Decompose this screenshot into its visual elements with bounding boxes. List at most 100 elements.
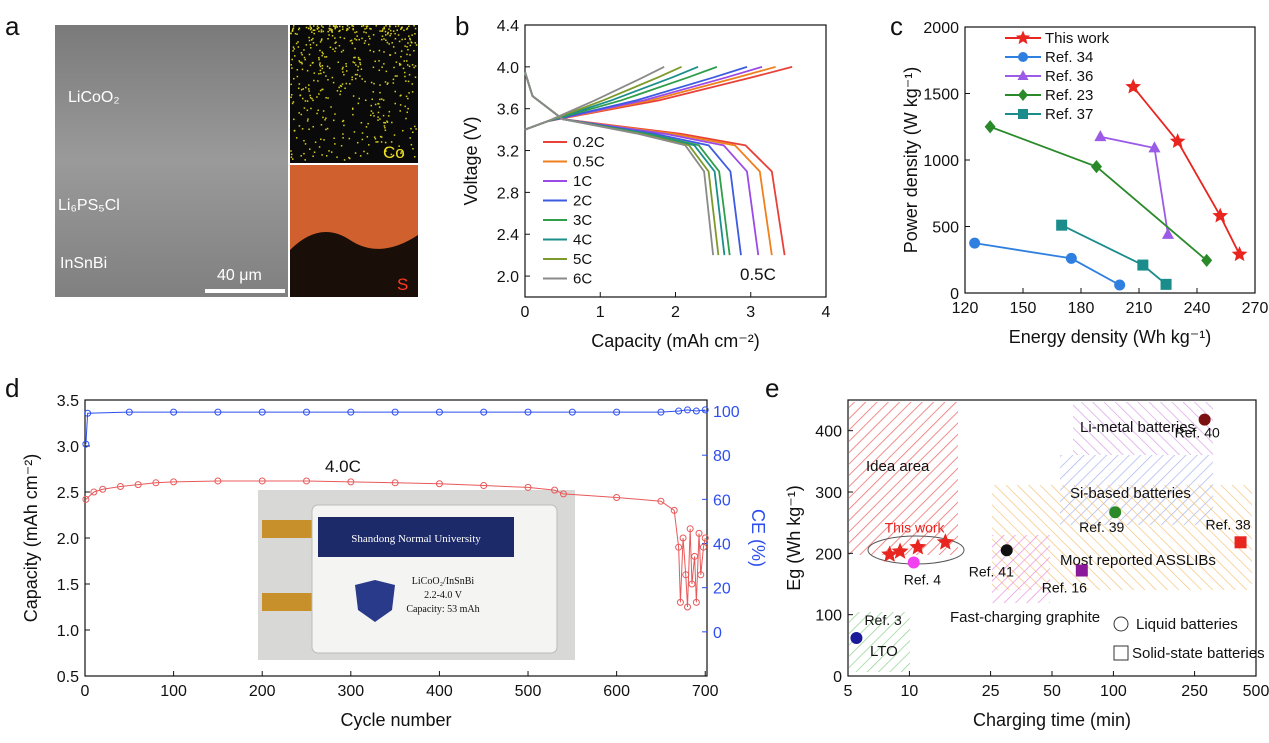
co-dot (319, 89, 322, 92)
co-dot (324, 56, 326, 58)
co-dot (383, 121, 385, 124)
co-dot (292, 27, 295, 29)
co-dot (365, 27, 368, 29)
co-dot (404, 71, 406, 74)
marker (697, 571, 705, 579)
co-dot (335, 41, 337, 44)
co-dot (334, 42, 336, 44)
co-dot (383, 51, 385, 53)
co-dot (291, 67, 293, 69)
co-dot (409, 44, 412, 47)
co-dot (304, 58, 306, 61)
co-dot (312, 155, 314, 158)
co-dot (321, 88, 323, 91)
co-dot (303, 139, 305, 142)
co-dot (331, 31, 333, 33)
y-tick-label: 4.0 (497, 60, 519, 77)
region-label: Si-based batteries (1070, 485, 1191, 502)
x-tick-label: 50 (1043, 683, 1061, 700)
y-tick-label: 0 (950, 286, 959, 303)
co-dot (407, 107, 409, 110)
marker (613, 408, 621, 416)
co-dot (292, 50, 294, 52)
co-dot (349, 83, 351, 85)
co-dot (400, 152, 402, 155)
marker (134, 481, 142, 489)
co-dot (372, 66, 375, 69)
co-dot (399, 63, 402, 66)
marker (347, 408, 355, 416)
co-dot (363, 31, 365, 33)
co-dot (304, 143, 307, 145)
co-dot (354, 73, 357, 76)
marker (969, 237, 981, 249)
co-dot (377, 119, 379, 121)
annotation: 0.5C (740, 265, 776, 284)
co-dot (334, 50, 336, 53)
co-dot (310, 26, 312, 29)
co-dot (338, 86, 340, 89)
legend-label: Solid-state batteries (1132, 645, 1265, 662)
region-label: Idea area (866, 458, 930, 475)
co-dot (308, 90, 310, 92)
co-dot (392, 30, 395, 32)
co-dot (309, 28, 312, 31)
co-dot (357, 102, 360, 105)
co-dot (341, 120, 344, 123)
co-dot (394, 75, 397, 77)
co-dot (406, 28, 408, 31)
co-dot (383, 125, 386, 127)
co-dot (329, 29, 331, 32)
marker (691, 552, 699, 560)
co-dot (407, 42, 409, 44)
co-dot (399, 64, 401, 66)
co-dot (393, 66, 395, 69)
point-label: Ref. 40 (1175, 425, 1220, 441)
co-dot (335, 47, 337, 49)
co-dot (318, 30, 320, 33)
y-axis-label: Power density (W kg⁻¹) (901, 67, 921, 254)
co-dot (345, 63, 347, 65)
co-dot (401, 38, 403, 41)
photo-text: Shandong Normal University (351, 533, 481, 545)
marker (1000, 544, 1013, 557)
y-tick-label: 1.0 (57, 623, 79, 640)
co-dot (306, 100, 309, 102)
co-dot (293, 48, 295, 50)
co-dot (389, 54, 391, 56)
co-dot (321, 54, 323, 57)
co-dot (414, 125, 416, 128)
co-dot (301, 128, 304, 130)
co-dot (411, 41, 413, 44)
co-dot (379, 91, 381, 94)
co-dot (313, 79, 315, 82)
co-dot (293, 77, 295, 80)
co-dot (293, 129, 296, 132)
co-dot (319, 49, 321, 52)
co-dot (373, 82, 375, 85)
co-dot (385, 34, 387, 36)
co-dot (339, 84, 342, 87)
co-dot (375, 141, 377, 143)
co-dot (294, 32, 297, 35)
co-dot (414, 76, 417, 79)
co-dot (291, 29, 294, 32)
co-dot (308, 39, 311, 42)
co-dot (357, 69, 359, 71)
co-dot (310, 107, 312, 110)
co-dot (295, 42, 298, 45)
x-tick-label: 400 (426, 683, 453, 700)
marker (435, 480, 443, 488)
y-tick-label: 200 (815, 546, 842, 563)
co-dot (318, 93, 320, 95)
co-dot (400, 94, 402, 97)
y-tick-label: 2.8 (497, 185, 519, 202)
co-dot (349, 157, 351, 160)
co-dot (319, 41, 322, 43)
co-dot (292, 46, 295, 48)
co-dot (328, 34, 330, 36)
co-dot (404, 38, 406, 40)
y-tick-label: 2.4 (497, 227, 519, 244)
co-dot (336, 26, 338, 28)
co-dot (303, 49, 305, 51)
